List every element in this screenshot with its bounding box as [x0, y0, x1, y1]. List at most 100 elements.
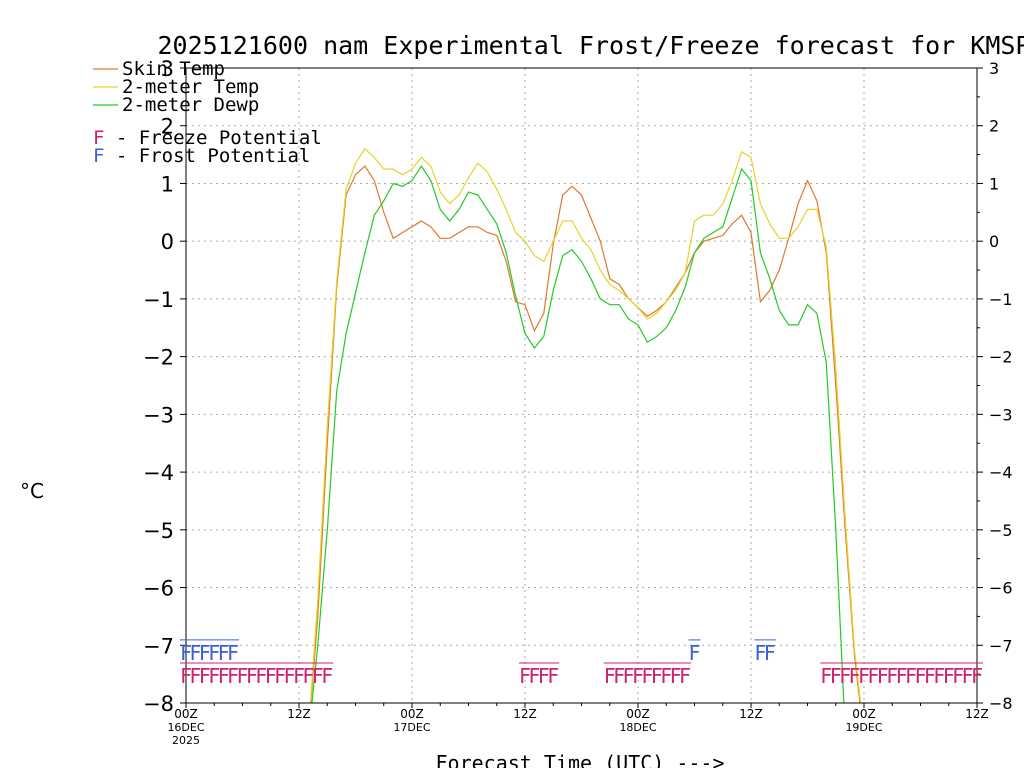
freeze-marker: F	[208, 664, 220, 688]
frost-marker: F	[754, 641, 766, 665]
series-line-2-meter-dewp	[311, 164, 845, 703]
x-tick-date: 19DEC	[845, 721, 882, 734]
freeze-marker: F	[321, 664, 333, 688]
freeze-marker: F	[971, 664, 983, 688]
freeze-marker: F	[199, 664, 211, 688]
y-tick-label-right: 3	[989, 59, 999, 78]
series-line-2-meter-temp	[309, 147, 862, 703]
y-tick-label-left: −3	[143, 403, 174, 427]
symbol-legend-text: - Frost Potential	[104, 145, 310, 167]
freeze-marker: F	[284, 664, 296, 688]
x-tick-label: 12Z	[513, 707, 537, 721]
frost-marker: F	[688, 641, 700, 665]
freeze-marker: F	[255, 664, 267, 688]
freeze-marker: F	[952, 664, 964, 688]
symbol-legend-entry: F - Freeze Potential	[93, 127, 322, 149]
freeze-marker: F	[613, 664, 625, 688]
x-tick-date: 16DEC	[167, 721, 204, 734]
freeze-marker: F	[641, 664, 653, 688]
freeze-marker: F	[943, 664, 955, 688]
freeze-marker: F	[660, 664, 672, 688]
freeze-marker: F	[227, 664, 239, 688]
symbol-legend-entry: F - Frost Potential	[93, 145, 310, 167]
y-tick-label-left: −2	[143, 346, 174, 370]
freeze-marker: F	[538, 664, 550, 688]
y-tick-label-right: −7	[989, 636, 1013, 655]
legend-label: Skin Temp	[122, 58, 225, 80]
y-tick-label-left: −4	[143, 461, 174, 485]
y-tick-label-right: −4	[989, 463, 1013, 482]
freeze-marker: F	[293, 664, 305, 688]
y-tick-label-left: 0	[161, 230, 174, 254]
x-tick-label: 00Z	[626, 707, 650, 721]
y-tick-label-right: −8	[989, 694, 1013, 713]
y-tick-label-right: −6	[989, 579, 1013, 598]
freeze-marker: F	[679, 664, 691, 688]
frost-marker: F	[189, 641, 201, 665]
series-lines	[309, 147, 862, 703]
freeze-marker: F	[519, 664, 531, 688]
frost-marker: F	[208, 641, 220, 665]
symbol-legend-text: - Freeze Potential	[104, 127, 321, 149]
x-tick-date: 17DEC	[393, 721, 430, 734]
freeze-marker: F	[189, 664, 201, 688]
symbol-legend-glyph: F	[93, 127, 104, 149]
y-tick-label-right: 1	[989, 174, 999, 193]
freeze-marker: F	[651, 664, 663, 688]
freeze-marker: F	[962, 664, 974, 688]
y-tick-label-left: −7	[143, 634, 174, 658]
freeze-marker: F	[858, 664, 870, 688]
symbol-legend-glyph: F	[93, 145, 104, 167]
freeze-marker: F	[914, 664, 926, 688]
freeze-marker: F	[604, 664, 616, 688]
freeze-marker: F	[246, 664, 258, 688]
freeze-marker: F	[849, 664, 861, 688]
freeze-marker: F	[886, 664, 898, 688]
frost-marker: F	[218, 641, 230, 665]
freeze-marker: F	[905, 664, 917, 688]
y-tick-label-left: 3	[161, 57, 174, 81]
freeze-marker: F	[896, 664, 908, 688]
freeze-marker: F	[670, 664, 682, 688]
y-tick-label-right: 0	[989, 232, 999, 251]
y-tick-label-left: −1	[143, 288, 174, 312]
y-axis-label: °C	[20, 479, 44, 503]
x-tick-date: 18DEC	[619, 721, 656, 734]
freeze-marker: F	[632, 664, 644, 688]
y-tick-label-left: 1	[161, 172, 174, 196]
x-tick-label: 12Z	[965, 707, 989, 721]
x-tick-year: 2025	[172, 734, 200, 747]
y-tick-label-right: −1	[989, 290, 1013, 309]
y-tick-label-left: −6	[143, 577, 174, 601]
y-tick-label-right: 2	[989, 117, 999, 136]
freeze-marker: F	[877, 664, 889, 688]
frost-marker: F	[764, 641, 776, 665]
x-tick-label: 00Z	[400, 707, 424, 721]
y-tick-label-right: −2	[989, 348, 1013, 367]
y-tick-label-left: −8	[143, 692, 174, 716]
y-tick-label-left: −5	[143, 519, 174, 543]
x-tick-label: 12Z	[287, 707, 311, 721]
chart-title: 2025121600 nam Experimental Frost/Freeze…	[158, 31, 1024, 60]
legend-label: 2-meter Dewp	[122, 94, 259, 116]
x-axis-label: Forecast Time (UTC) --->	[436, 751, 725, 768]
x-tick-label: 12Z	[739, 707, 763, 721]
freeze-marker: F	[867, 664, 879, 688]
freeze-marker: F	[623, 664, 635, 688]
x-tick-label: 00Z	[852, 707, 876, 721]
freeze-marker: F	[180, 664, 192, 688]
freeze-marker: F	[820, 664, 832, 688]
freeze-marker: F	[547, 664, 559, 688]
y-tick-label-right: −3	[989, 405, 1013, 424]
freeze-marker: F	[924, 664, 936, 688]
freeze-marker: F	[528, 664, 540, 688]
freeze-marker: F	[274, 664, 286, 688]
y-tick-label-right: −5	[989, 521, 1013, 540]
freeze-marker: F	[830, 664, 842, 688]
freeze-marker: F	[839, 664, 851, 688]
freeze-marker: F	[236, 664, 248, 688]
frost-marker: F	[199, 641, 211, 665]
freeze-marker: F	[218, 664, 230, 688]
